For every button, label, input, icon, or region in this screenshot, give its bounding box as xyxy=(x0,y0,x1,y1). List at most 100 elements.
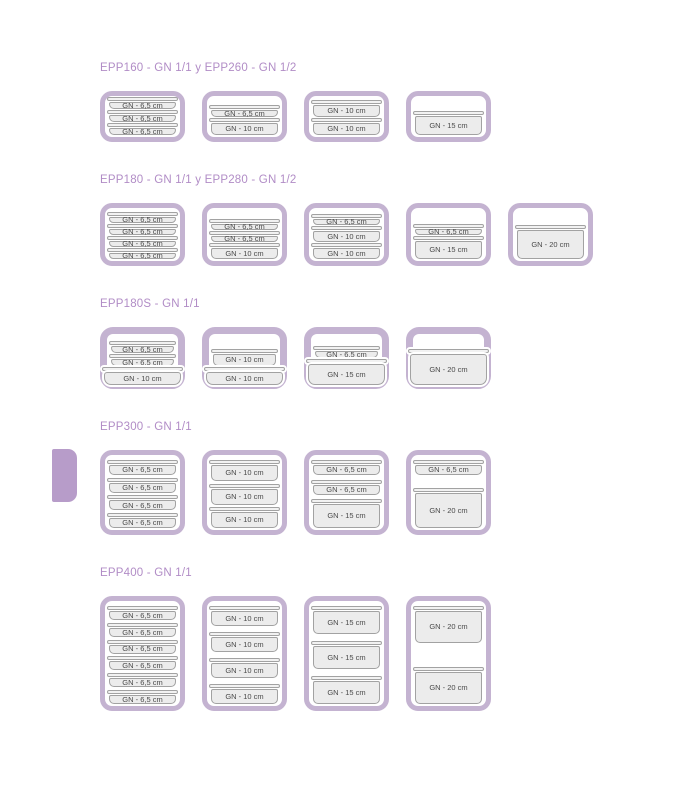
outer-box: GN - 20 cm xyxy=(508,203,593,266)
container-size-label: GN - 6,5 cm xyxy=(122,215,163,225)
container-lid-icon xyxy=(209,231,280,235)
container-body: GN - 10 cm xyxy=(313,248,380,259)
outer-box: GN - 6,5 cm GN - 6,5 cm GN - 6,5 cm GN - 6,… xyxy=(100,203,185,266)
gn-container: GN - 6,5 cm xyxy=(107,97,178,109)
container-lid-icon xyxy=(311,226,382,230)
gn-container: GN - 6,5 cm xyxy=(107,622,178,637)
gn-container: GN - 10 cm xyxy=(209,483,280,505)
outer-box: GN - 6,5 cm GN - 6,5 cm GN - 10 cm xyxy=(202,203,287,266)
outer-box: GN - 6,5 cm GN - 10 cm GN - 10 cm xyxy=(304,203,389,266)
container-size-label: GN - 6,5 cm xyxy=(122,251,163,261)
gn-container: GN - 15 cm xyxy=(413,111,484,135)
container-size-label: GN - 6,5 cm xyxy=(122,227,163,237)
container-body: GN - 6,5 cm xyxy=(313,465,380,475)
gn-container: GN - 15 cm xyxy=(311,606,382,634)
container-body: GN - 10 cm xyxy=(211,512,278,528)
container-size-label: GN - 10 cm xyxy=(327,106,366,116)
container-size-label: GN - 6,5 cm xyxy=(122,113,163,123)
container-size-label: GN - 15 cm xyxy=(327,369,366,379)
container-body: GN - 6,5 cm xyxy=(109,215,176,225)
container-lid-icon xyxy=(413,460,484,464)
container-lid-icon xyxy=(107,512,178,517)
container-lid-icon xyxy=(107,639,178,644)
container-body: GN - 10 cm xyxy=(211,123,278,135)
section-epp180s: EPP180S - GN 1/1 GN - 6,5 cm GN - 6,5 cm GN… xyxy=(100,298,640,389)
container-body: GN - 20 cm xyxy=(410,354,487,385)
container-body: GN - 15 cm xyxy=(313,611,380,634)
gn-container: GN - 6,5 cm xyxy=(311,479,382,495)
section-epp300: EPP300 - GN 1/1 GN - 6,5 cm GN - 6,5 cm GN … xyxy=(100,421,640,535)
container-size-label: GN - 6,5 cm xyxy=(326,349,367,359)
outer-box: GN - 6,5 cm GN - 15 cm xyxy=(304,327,389,389)
container-size-label: GN - 20 cm xyxy=(429,683,468,693)
container-body: GN - 6,5 cm xyxy=(415,228,482,235)
box-row: GN - 6,5 cm GN - 6,5 cm GN - 6,5 cm GN - 6,… xyxy=(100,203,640,266)
container-body: GN - 6,5 cm xyxy=(109,482,176,493)
container-body: GN - 10 cm xyxy=(313,123,380,135)
outer-box: GN - 10 cm GN - 10 cm GN - 10 cm xyxy=(202,450,287,535)
container-size-label: GN - 6,5 cm xyxy=(122,644,163,654)
gn-container: GN - 6,5 cm xyxy=(107,512,178,528)
gn-container: GN - 6,5 cm xyxy=(107,123,178,135)
container-body: GN - 6,5 cm xyxy=(315,351,378,358)
container-body: GN - 6,5 cm xyxy=(109,611,176,620)
container-body: GN - 6,5 cm xyxy=(109,644,176,654)
container-lid-icon xyxy=(107,212,178,216)
section-title: EPP180S - GN 1/1 xyxy=(100,298,200,310)
container-size-label: GN - 6,5 cm xyxy=(122,500,163,510)
container-body: GN - 15 cm xyxy=(415,241,482,259)
container-lid-icon xyxy=(209,105,280,109)
gn-container: GN - 6,5 cm xyxy=(107,673,178,688)
container-lid-icon xyxy=(107,689,178,694)
container-size-label: GN - 20 cm xyxy=(429,364,468,374)
container-lid-icon xyxy=(413,488,484,492)
box-row: GN - 6,5 cm GN - 6,5 cm GN - 6,5 cm GN - 6,… xyxy=(100,91,640,142)
section-epp160: EPP160 - GN 1/1 y EPP260 - GN 1/2 GN - 6,… xyxy=(100,62,640,142)
container-body: GN - 15 cm xyxy=(308,364,385,385)
container-lid-icon xyxy=(107,248,178,252)
container-lid-icon xyxy=(311,641,382,645)
gn-container: GN - 6,5 cm xyxy=(311,460,382,475)
gn-container: GN - 15 cm xyxy=(311,641,382,669)
container-size-label: GN - 6,5 cm xyxy=(122,518,163,528)
container-lid-icon xyxy=(413,606,484,610)
outer-box: GN - 10 cm GN - 10 cm GN - 10 cm GN - 10 cm xyxy=(202,596,287,711)
container-body: GN - 6,5 cm xyxy=(109,678,176,688)
gn-container: GN - 20 cm xyxy=(413,606,484,643)
outer-box: GN - 6,5 cm GN - 6,5 cm GN - 6,5 cm xyxy=(100,91,185,142)
container-lid-icon xyxy=(311,243,382,247)
container-body: GN - 20 cm xyxy=(517,230,584,259)
gn-container: GN - 6,5 cm xyxy=(107,224,178,235)
container-lid-icon xyxy=(311,214,382,218)
container-lid-icon xyxy=(311,100,382,104)
container-size-label: GN - 15 cm xyxy=(327,652,366,662)
gn-container: GN - 6,5 cm xyxy=(107,689,178,704)
container-lid-icon xyxy=(313,346,380,350)
container-size-label: GN - 6,5 cm xyxy=(122,465,163,475)
container-size-label: GN - 10 cm xyxy=(225,124,264,134)
gn-container: GN - 6,5 cm xyxy=(107,212,178,223)
outer-box: GN - 15 cm xyxy=(406,91,491,142)
container-size-label: GN - 6,5 cm xyxy=(122,357,163,367)
container-body: GN - 10 cm xyxy=(104,372,181,385)
container-body: GN - 10 cm xyxy=(313,231,380,242)
container-lid-icon xyxy=(515,225,586,229)
outer-box: GN - 15 cm GN - 15 cm GN - 15 cm xyxy=(304,596,389,711)
container-lid-icon xyxy=(107,477,178,482)
container-lid-icon xyxy=(107,123,178,127)
gn-container: GN - 20 cm xyxy=(413,488,484,528)
container-size-label: GN - 10 cm xyxy=(123,373,162,383)
container-size-label: GN - 20 cm xyxy=(429,505,468,515)
container-body: GN - 15 cm xyxy=(313,646,380,669)
outer-box: GN - 6,5 cm GN - 10 cm xyxy=(202,91,287,142)
container-lid-icon xyxy=(209,507,280,511)
container-size-label: GN - 15 cm xyxy=(327,617,366,627)
container-size-label: GN - 10 cm xyxy=(225,491,264,501)
outer-box: GN - 6,5 cm GN - 6,5 cm GN - 6,5 cm GN - 6,… xyxy=(100,450,185,535)
container-body: GN - 6,5 cm xyxy=(313,484,380,495)
outer-box: GN - 6,5 cm GN - 15 cm xyxy=(406,203,491,266)
container-lid-icon xyxy=(211,349,278,353)
container-lid-icon xyxy=(107,495,178,500)
container-size-label: GN - 10 cm xyxy=(225,691,264,701)
container-lid-icon xyxy=(209,219,280,223)
